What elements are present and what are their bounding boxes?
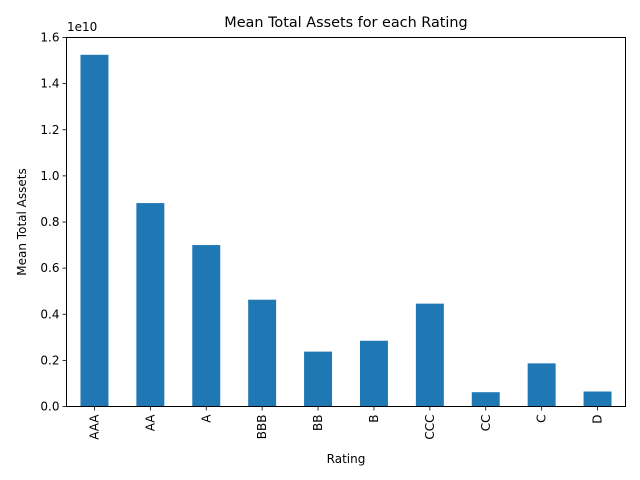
- y-tick-label: 1.6: [40, 31, 59, 45]
- x-tick-label: BB: [311, 415, 325, 431]
- plot-frame: [66, 37, 626, 407]
- y-tick-label: 1.4: [40, 77, 59, 91]
- bars-group: [80, 54, 612, 407]
- x-tick-label: BBB: [255, 415, 269, 440]
- x-tick-label: D: [591, 415, 605, 424]
- x-tick-label: AAA: [87, 414, 101, 440]
- bar-c: [527, 363, 556, 407]
- y-tick-label: 0.0: [40, 400, 59, 414]
- bar-aa: [136, 203, 165, 407]
- x-tick-label: CCC: [423, 415, 437, 440]
- y-axis-label: Mean Total Assets: [15, 168, 29, 275]
- bar-b: [359, 340, 388, 407]
- y-tick-label: 0.4: [40, 307, 59, 321]
- bar-d: [583, 391, 612, 407]
- bar-cc: [471, 392, 500, 407]
- y-tick-label: 0.2: [40, 353, 59, 367]
- x-tick-label: B: [367, 415, 381, 423]
- y-tick-label: 0.8: [40, 215, 59, 229]
- x-tick-label: AA: [143, 414, 157, 432]
- bar-bb: [304, 351, 333, 407]
- bar-ccc: [415, 303, 444, 407]
- y-tick-label: 1.0: [40, 169, 59, 183]
- bar-aaa: [80, 54, 109, 407]
- x-axis-label: Rating: [327, 452, 366, 466]
- y-tick-label: 0.6: [40, 261, 59, 275]
- y-axis-ticks: 0.0 0.2 0.4 0.6 0.8 1.0 1.2 1.4 1.6: [40, 31, 67, 414]
- bar-a: [192, 245, 221, 407]
- y-offset-label: 1e10: [67, 20, 97, 34]
- x-tick-label: A: [199, 414, 213, 423]
- x-axis-ticks: AAA AA A BBB BB B CCC CC C D: [87, 406, 605, 440]
- chart-title: Mean Total Assets for each Rating: [224, 15, 467, 31]
- bar-bbb: [248, 299, 277, 407]
- x-tick-label: CC: [479, 415, 493, 432]
- y-tick-label: 1.2: [40, 123, 59, 137]
- x-tick-label: C: [535, 415, 549, 423]
